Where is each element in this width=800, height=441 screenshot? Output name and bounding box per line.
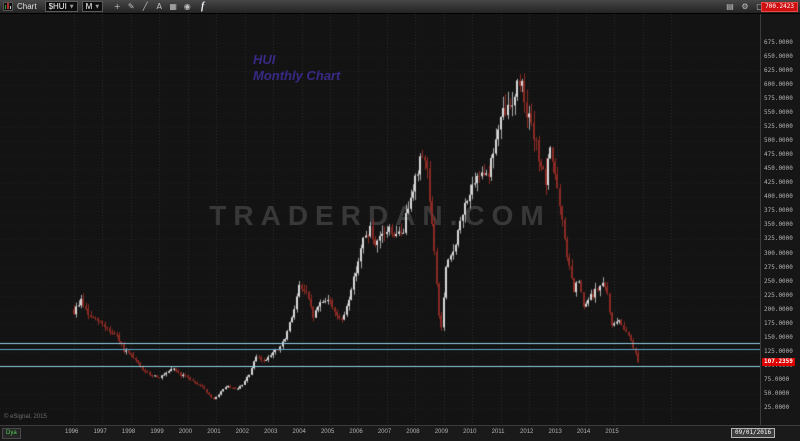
time-axis-label: 2006 xyxy=(349,429,363,435)
price-axis-label: 325.0000 xyxy=(764,235,793,243)
annotation-line-2: Monthly Chart xyxy=(253,68,341,83)
time-axis-label: 1997 xyxy=(93,429,107,435)
time-axis-label: 2008 xyxy=(406,429,420,435)
time-axis-label: 2003 xyxy=(264,429,278,435)
snapshot-tool-icon[interactable]: ◉ xyxy=(183,2,191,11)
time-axis-label: 2000 xyxy=(178,429,193,435)
time-axis-label: 2013 xyxy=(548,429,562,435)
price-axis-label: 575.0000 xyxy=(764,94,793,102)
chart-text-annotation[interactable]: HUI Monthly Chart xyxy=(253,52,340,84)
price-axis-label: 550.0000 xyxy=(764,108,793,116)
time-template-button[interactable]: Dya xyxy=(2,428,21,439)
window-title: Chart xyxy=(17,2,37,11)
price-axis-label: 350.0000 xyxy=(764,221,793,229)
toolbar: Chart $HUI ▼ M ▼ + ✎ ╱ A ▦ ◉ f ▤ ⚙ ▢ xyxy=(0,0,800,14)
price-axis-label: 75.0000 xyxy=(764,376,790,384)
price-axis-label: 650.0000 xyxy=(764,52,793,60)
time-axis-label: 2011 xyxy=(491,429,505,435)
chart-window-icon xyxy=(3,2,13,11)
price-axis-label: 50.0000 xyxy=(764,390,790,398)
price-axis-label: 400.0000 xyxy=(764,193,793,201)
settings-gear-icon[interactable]: ⚙ xyxy=(741,2,749,11)
price-axis-label: 525.0000 xyxy=(764,123,793,130)
time-axis-label: 2007 xyxy=(377,429,392,435)
cursor-date-readout: 09/01/2016 xyxy=(731,428,776,438)
interval-select[interactable]: M ▼ xyxy=(81,1,104,12)
grid-tool-icon[interactable]: ▦ xyxy=(169,2,177,11)
price-axis-label: 125.0000 xyxy=(764,347,793,355)
time-axis-label: 2002 xyxy=(235,429,249,435)
symbol-value: $HUI xyxy=(48,2,67,11)
pencil-tool-icon[interactable]: ✎ xyxy=(127,2,135,11)
price-axis-label: 425.0000 xyxy=(764,179,793,187)
time-axis-label: 2001 xyxy=(207,429,221,435)
price-axis-label: 250.0000 xyxy=(764,277,793,285)
window-tools: ▤ ⚙ ▢ xyxy=(724,1,766,12)
interval-value: M xyxy=(85,2,93,11)
price-axis-label: 225.0000 xyxy=(764,291,793,299)
chart-plot-area[interactable]: TRADERDAN.COM HUI Monthly Chart © eSigna… xyxy=(0,14,760,425)
price-axis-label: 275.0000 xyxy=(764,263,793,271)
price-axis-label: 475.0000 xyxy=(764,151,793,159)
price-axis-label: 600.0000 xyxy=(764,80,793,88)
annotation-line-1: HUI xyxy=(253,52,276,67)
time-axis-label: 2005 xyxy=(320,429,335,435)
crosshair-tool-icon[interactable]: + xyxy=(113,2,121,11)
price-axis-label: 625.0000 xyxy=(764,66,793,74)
time-axis-label: 2014 xyxy=(576,429,591,435)
price-axis-label: 150.0000 xyxy=(764,333,793,341)
price-axis-label: 300.0000 xyxy=(764,249,793,257)
price-axis[interactable]: 107.2359 675.0000 650.0000 625.0000 600.000… xyxy=(760,14,800,425)
time-axis-label: 2004 xyxy=(292,429,306,435)
time-axis-label: 2012 xyxy=(520,429,534,435)
drawing-tools: + ✎ ╱ A ▦ ◉ xyxy=(111,1,193,12)
trendline-tool-icon[interactable]: ╱ xyxy=(142,2,148,11)
last-price-tag: 107.2359 xyxy=(762,357,795,366)
price-axis-label: 200.0000 xyxy=(764,305,793,313)
top-price-readout-badge: 700.2423 xyxy=(761,2,798,12)
maximize-icon[interactable]: ▢ xyxy=(756,2,764,11)
price-axis-label: 675.0000 xyxy=(764,38,793,46)
chevron-down-icon[interactable]: ▼ xyxy=(69,3,74,10)
price-axis-label: 175.0000 xyxy=(764,319,793,327)
time-axis-label: 2010 xyxy=(463,429,477,435)
time-axis[interactable]: Dya 1996 1997 1998 1999 2000 2001 2002 2003 2004… xyxy=(0,425,800,441)
candlestick-canvas[interactable] xyxy=(0,14,760,425)
symbol-input[interactable]: $HUI ▼ xyxy=(44,1,78,12)
text-tool-icon[interactable]: A xyxy=(156,2,162,11)
layout-icon[interactable]: ▤ xyxy=(726,2,734,11)
price-axis-label: 450.0000 xyxy=(764,165,793,173)
time-axis-label: 2015 xyxy=(605,429,619,435)
price-axis-label: 500.0000 xyxy=(764,137,793,145)
price-axis-label: 375.0000 xyxy=(764,207,793,215)
price-axis-label: 25.0000 xyxy=(764,404,790,412)
time-axis-label: 2009 xyxy=(434,429,449,435)
esignal-copyright: © eSignal, 2015 xyxy=(4,414,47,420)
time-axis-label: 1996 xyxy=(65,429,79,435)
facebook-icon[interactable]: f xyxy=(201,1,205,12)
time-axis-label: 1999 xyxy=(150,429,164,435)
chevron-down-icon[interactable]: ▼ xyxy=(95,3,100,10)
time-axis-label: 1998 xyxy=(121,429,136,435)
